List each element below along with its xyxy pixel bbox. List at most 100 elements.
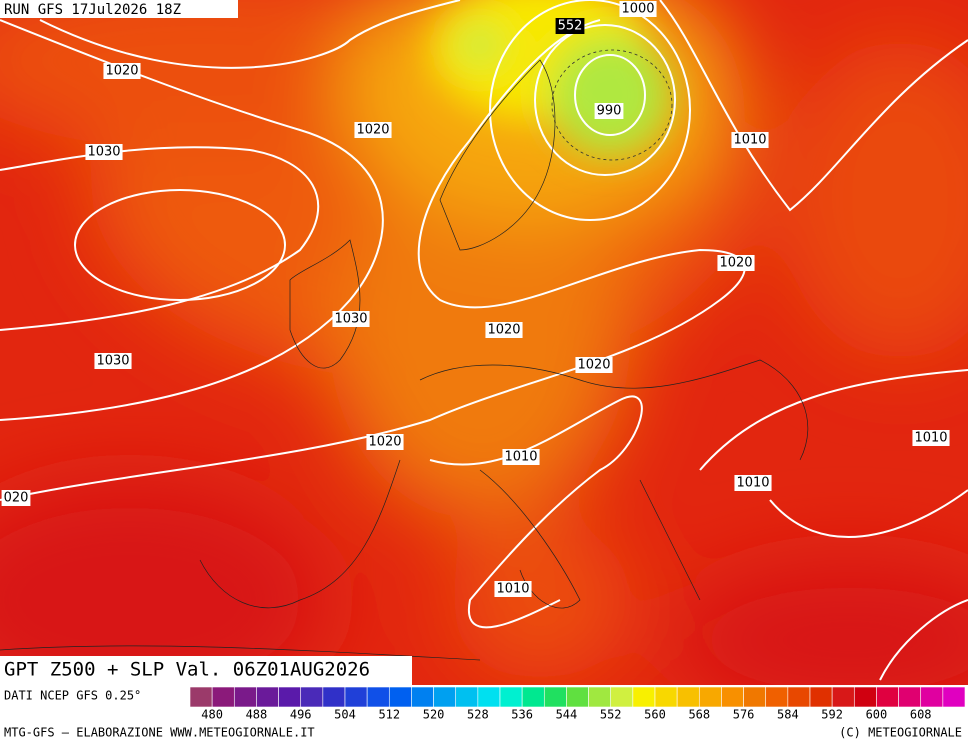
colorbar-swatch bbox=[566, 686, 589, 708]
isobar-label-box bbox=[485, 322, 523, 338]
colorbar-label: 520 bbox=[423, 708, 445, 722]
isobar-label: 1010 bbox=[733, 133, 766, 148]
colorbar-label: 488 bbox=[246, 708, 268, 722]
isobar-label: 1000 bbox=[621, 2, 654, 17]
colorbar-swatch bbox=[898, 686, 922, 708]
isobar-label-box bbox=[555, 18, 585, 34]
isobar-label: 1030 bbox=[334, 312, 367, 327]
isobar-label-box bbox=[912, 430, 950, 446]
colorbar-swatch bbox=[256, 686, 279, 708]
isobar-label: 020 bbox=[4, 491, 29, 506]
colorbar-label: 496 bbox=[290, 708, 312, 722]
colorbar-label: 544 bbox=[556, 708, 578, 722]
title-box bbox=[0, 656, 412, 686]
colorbar-swatch bbox=[278, 686, 302, 708]
colorbar-swatch bbox=[455, 686, 479, 708]
credit-label: MTG-GFS — ELABORAZIONE WWW.METEOGIORNALE… bbox=[4, 726, 315, 740]
colorbar-swatch bbox=[942, 686, 966, 708]
colorbar-label: 592 bbox=[821, 708, 843, 722]
isobar-label: 1010 bbox=[914, 431, 947, 446]
colorbar-swatch bbox=[588, 686, 612, 708]
isobar-label-box bbox=[494, 581, 532, 597]
isobar-label: 1020 bbox=[577, 358, 610, 373]
colorbar-swatch bbox=[743, 686, 767, 708]
colorbar-swatch bbox=[344, 686, 368, 708]
colorbar-swatch bbox=[521, 686, 545, 708]
isobar-label: 1010 bbox=[496, 582, 529, 597]
colorbar-swatch bbox=[411, 686, 434, 708]
colorbar-label: 536 bbox=[511, 708, 533, 722]
isobar-label-box bbox=[502, 449, 540, 465]
isobar-label: 1020 bbox=[487, 323, 520, 338]
colorbar-swatch bbox=[654, 686, 678, 708]
valid-title: GPT Z500 + SLP Val. 06Z01AUG2026 bbox=[4, 659, 370, 681]
isobar-label-box bbox=[717, 255, 755, 271]
copyright-label: (C) METEOGIORNALE bbox=[839, 726, 962, 740]
isobar-label-box bbox=[734, 475, 772, 491]
colorbar-swatch bbox=[433, 686, 457, 708]
colorbar-swatch bbox=[831, 686, 855, 708]
isobar-label-box bbox=[575, 357, 613, 373]
colorbar-swatch bbox=[632, 686, 656, 708]
colorbar-label: 528 bbox=[467, 708, 489, 722]
colorbar-label: 504 bbox=[334, 708, 356, 722]
colorbar-swatch bbox=[366, 686, 390, 708]
isobar-label-box bbox=[619, 1, 657, 17]
colorbar-swatch bbox=[211, 686, 235, 708]
isobar-label: 1020 bbox=[719, 256, 752, 271]
colorbar-label: 512 bbox=[378, 708, 400, 722]
isobar-label: 1030 bbox=[87, 145, 120, 160]
colorbar-swatch bbox=[787, 686, 811, 708]
colorbar-swatch bbox=[610, 686, 634, 708]
colorbar-label: 568 bbox=[688, 708, 710, 722]
header-box bbox=[0, 0, 238, 18]
colorbar-swatch bbox=[300, 686, 324, 708]
colorbar-label: 576 bbox=[733, 708, 755, 722]
colorbar-swatch bbox=[499, 686, 523, 708]
isobar-label: 990 bbox=[597, 104, 622, 119]
isobar-label: 1010 bbox=[736, 476, 769, 491]
colorbar-swatch bbox=[322, 686, 346, 708]
isobar-label-box bbox=[1, 490, 31, 506]
colorbar-label: 480 bbox=[201, 708, 223, 722]
colorbar: 480 488 496 504 512 520 528 536 544 552 560 568 576 5… bbox=[189, 686, 966, 722]
isobar-label-box bbox=[731, 132, 769, 148]
colorbar-swatch bbox=[876, 686, 899, 708]
isobar-label-box bbox=[85, 144, 123, 160]
isobar-label: 1020 bbox=[368, 435, 401, 450]
colorbar-swatch bbox=[853, 686, 877, 708]
isobar-label: 1020 bbox=[356, 123, 389, 138]
colorbar-label: 584 bbox=[777, 708, 799, 722]
source-label: DATI NCEP GFS 0.25° bbox=[4, 689, 141, 703]
colorbar-swatch bbox=[388, 686, 412, 708]
colorbar-swatch bbox=[189, 686, 213, 708]
isobar-label: 552 bbox=[558, 19, 583, 34]
colorbar-swatch bbox=[920, 686, 944, 708]
colorbar-swatch bbox=[676, 686, 700, 708]
run-label: RUN GFS 17Jul2026 18Z bbox=[4, 2, 181, 18]
isobar-label: 1030 bbox=[96, 354, 129, 369]
isobar-label-box bbox=[103, 63, 141, 79]
isobar-label-box bbox=[94, 353, 132, 369]
colorbar-swatch bbox=[543, 686, 567, 708]
colorbar-label: 600 bbox=[866, 708, 888, 722]
isobar-label-box bbox=[332, 311, 370, 327]
map: 1000 552 1020 1020 990 1010 1030 1020 1030 1020 10… bbox=[0, 0, 968, 685]
colorbar-swatch bbox=[233, 686, 257, 708]
isobar-label-box bbox=[594, 103, 624, 119]
isobar-label: 1010 bbox=[504, 450, 537, 465]
isobar-labels: 1000 552 1020 1020 990 1010 1030 1020 1030 1020 10… bbox=[1, 1, 950, 597]
colorbar-swatch bbox=[721, 686, 744, 708]
colorbar-label: 552 bbox=[600, 708, 622, 722]
isobar-label: 1020 bbox=[105, 64, 138, 79]
colorbar-swatch bbox=[765, 686, 789, 708]
colorbar-swatch bbox=[698, 686, 722, 708]
colorbar-swatch bbox=[809, 686, 833, 708]
isobar-label-box bbox=[366, 434, 404, 450]
colorbar-swatch bbox=[477, 686, 501, 708]
isobar-label-box bbox=[354, 122, 392, 138]
colorbar-label: 608 bbox=[910, 708, 932, 722]
